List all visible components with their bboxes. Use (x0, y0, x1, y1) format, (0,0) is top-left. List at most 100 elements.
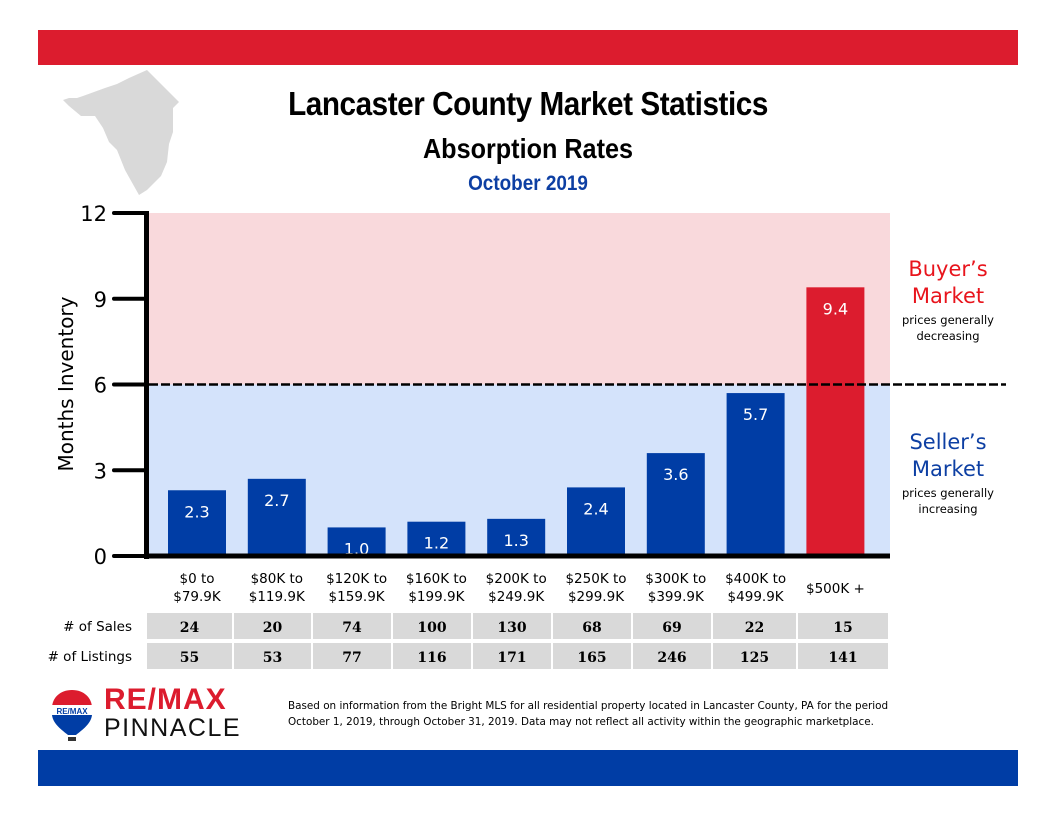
table-cell (473, 643, 551, 669)
market-zone-labels: Buyer’s Market prices generally decreasing S… (902, 257, 994, 516)
bar (567, 487, 625, 556)
category-label: $300K to (645, 571, 706, 587)
bars: 2.32.71.0 1.2 1.32.43.65.79.4 (168, 287, 865, 558)
category-label: $249.9K (488, 589, 545, 605)
category-label: $119.9K (249, 589, 306, 605)
market-zone-title: Buyer’s (908, 257, 987, 281)
table-row-label: # of Listings (48, 649, 132, 665)
table-cell-value: 116 (417, 650, 446, 666)
category-label: $500K + (806, 581, 865, 597)
table-cell (393, 613, 471, 639)
category-label: $80K to (251, 571, 303, 587)
category-label: $499.9K (728, 589, 785, 605)
market-zone-title: Market (912, 457, 984, 481)
category-label: $200K to (486, 571, 547, 587)
category-label: $160K to (406, 571, 467, 587)
category-label: $250K to (565, 571, 626, 587)
market-zone-note: increasing (918, 502, 977, 516)
sales-listings-table: # of Sales 24 20 74 100 130 68 69 22 15 # of Listi… (48, 613, 888, 669)
y-ticks: 0 3 6 9 12 (80, 202, 149, 569)
category-label: $299.9K (568, 589, 625, 605)
brand-logo-remax: RE/MAX (104, 683, 227, 716)
table-cell-value: 171 (497, 650, 526, 666)
report-date: October 2019 (468, 172, 588, 195)
table-cell-value: 74 (342, 620, 362, 636)
bar-value-label: 9.4 (823, 299, 848, 318)
table-cell-value: 20 (263, 620, 283, 636)
category-label: $400K to (725, 571, 786, 587)
table-cell-value: 100 (417, 620, 446, 636)
category-label: $0 to (179, 571, 214, 587)
table-cell-value: 69 (662, 620, 681, 636)
bar (487, 518, 546, 556)
y-tick-label: 9 (94, 288, 107, 312)
table-cell (313, 643, 391, 669)
table-cell (553, 643, 631, 669)
category-label: $399.9K (648, 589, 705, 605)
table-cell-value: 130 (497, 620, 526, 636)
table-cell-value: 24 (180, 620, 200, 636)
market-zone-title: Seller’s (909, 430, 986, 454)
category-label: $79.9K (173, 589, 222, 605)
table-cell (473, 613, 551, 639)
table-cell (393, 643, 471, 669)
category-label: $199.9K (408, 589, 465, 605)
bar-value-label: 2.3 (184, 502, 209, 521)
market-zone-note: prices generally (902, 486, 994, 500)
svg-text:RE/MAX: RE/MAX (56, 707, 88, 716)
table-cell (147, 613, 232, 639)
bar (247, 478, 306, 556)
disclaimer-line-2: October 1, 2019, through October 31, 201… (288, 716, 874, 728)
bar-value-label: 3.6 (663, 465, 688, 484)
table-cell-value: 246 (657, 650, 686, 666)
table-cell-value: 77 (342, 650, 361, 666)
lancaster-county-map-icon (63, 70, 179, 195)
table-cell (713, 643, 796, 669)
table-cell (313, 613, 391, 639)
brand-logo-pinnacle: PINNACLE (104, 714, 242, 742)
bar (806, 287, 865, 556)
market-zone-note: decreasing (916, 329, 979, 343)
bottom-blue-band (38, 750, 1018, 786)
page-subtitle: Absorption Rates (422, 133, 634, 164)
table-cell-value: 141 (828, 650, 857, 666)
market-zone-title: Market (912, 284, 984, 308)
bar-value-label: 1.2 (424, 534, 449, 553)
table-row-label: # of Sales (63, 619, 132, 635)
y-axis-label: Months Inventory (54, 296, 78, 471)
table-cell (798, 643, 888, 669)
bar-value-label: 2.4 (583, 499, 608, 518)
page-title: Lancaster County Market Statistics (288, 85, 768, 122)
table-cell (633, 643, 711, 669)
bar (327, 527, 386, 556)
table-cell-value: 15 (833, 620, 852, 636)
table-cell-value: 22 (745, 620, 764, 636)
disclaimer: Based on information from the Bright MLS… (288, 698, 988, 730)
bar-value-label: 1.3 (503, 531, 528, 550)
buyers-market-zone (149, 213, 890, 385)
table-cell (798, 613, 888, 639)
table-cell-value: 68 (582, 620, 601, 636)
table-cell (147, 643, 232, 669)
y-tick-label: 3 (94, 459, 107, 483)
category-labels: $0 to $79.9K $80K to $119.9K $120K to $159.9K… (173, 571, 865, 605)
table-cell (553, 613, 631, 639)
table-cell-value: 165 (577, 650, 606, 666)
y-tick-label: 6 (94, 374, 107, 398)
bar-value-label: 5.7 (743, 405, 768, 424)
table-cell (234, 643, 311, 669)
bar (726, 393, 785, 556)
table-cell-value: 125 (740, 650, 769, 666)
table-cell (713, 613, 796, 639)
table-cell-value: 55 (180, 650, 199, 666)
bar (646, 453, 705, 556)
top-red-band (38, 30, 1018, 65)
table-cell-value: 53 (263, 650, 282, 666)
category-label: $120K to (326, 571, 387, 587)
market-zone-note: prices generally (902, 313, 994, 327)
table-cell (234, 613, 311, 639)
category-label: $159.9K (329, 589, 386, 605)
bar-value-label: 2.7 (264, 491, 289, 510)
y-tick-label: 12 (80, 202, 107, 226)
